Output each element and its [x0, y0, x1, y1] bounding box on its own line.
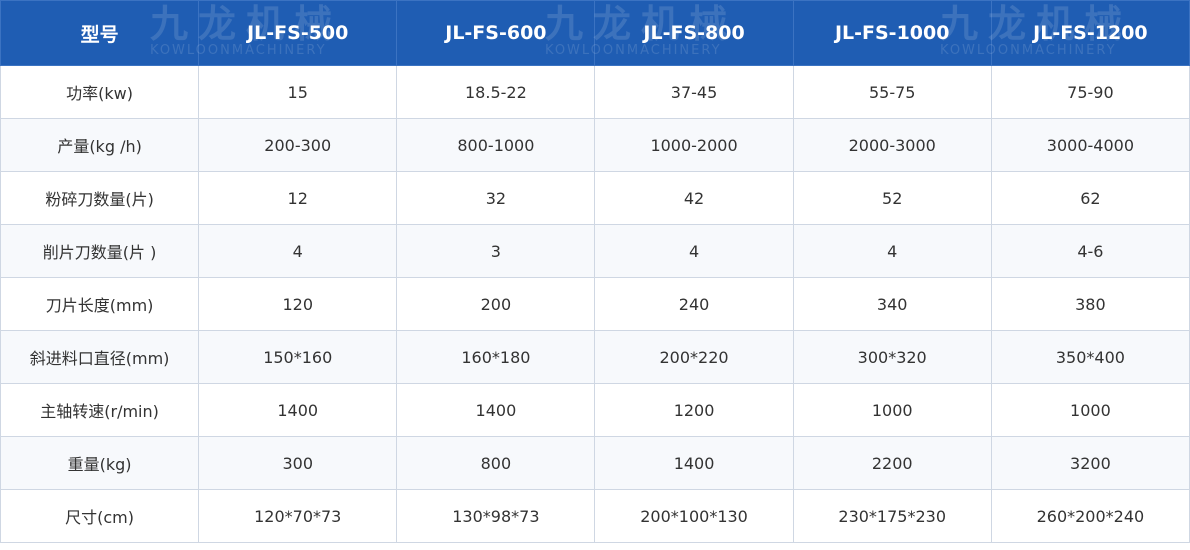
table-row: 斜进料口直径(mm) 150*160 160*180 200*220 300*320 35…	[0, 330, 1190, 384]
cell: 1000	[792, 383, 992, 437]
table-row: 重量(kg) 300 800 1400 2200 3200	[0, 436, 1190, 490]
table-row: 尺寸(cm) 120*70*73 130*98*73 200*100*130 230*1…	[0, 489, 1190, 543]
cell: 200	[396, 277, 596, 331]
cell: 75-90	[990, 65, 1190, 119]
cell: 4-6	[990, 224, 1190, 278]
cell: 240	[594, 277, 794, 331]
cell: 120	[198, 277, 398, 331]
cell: 37-45	[594, 65, 794, 119]
table-row: 刀片长度(mm) 120 200 240 340 380	[0, 277, 1190, 331]
cell: 380	[990, 277, 1190, 331]
cell: 1400	[396, 383, 596, 437]
cell: 52	[792, 171, 992, 225]
cell: 160*180	[396, 330, 596, 384]
cell: 300*320	[792, 330, 992, 384]
cell: 2000-3000	[792, 118, 992, 172]
cell: 350*400	[990, 330, 1190, 384]
cell: 32	[396, 171, 596, 225]
cell: 4	[594, 224, 794, 278]
header-cell: 型号	[0, 0, 200, 66]
header-cell: JL-FS-600	[396, 0, 596, 66]
row-label: 削片刀数量(片 )	[0, 224, 200, 278]
cell: 4	[792, 224, 992, 278]
cell: 1400	[594, 436, 794, 490]
table-body: 功率(kw) 15 18.5-22 37-45 55-75 75-90 产量(kg /h) 2…	[0, 65, 1190, 543]
cell: 2200	[792, 436, 992, 490]
cell: 4	[198, 224, 398, 278]
row-label: 功率(kw)	[0, 65, 200, 119]
table-row: 产量(kg /h) 200-300 800-1000 1000-2000 2000-30…	[0, 118, 1190, 172]
cell: 260*200*240	[990, 489, 1190, 543]
cell: 800-1000	[396, 118, 596, 172]
cell: 1400	[198, 383, 398, 437]
row-label: 产量(kg /h)	[0, 118, 200, 172]
cell: 200*220	[594, 330, 794, 384]
cell: 150*160	[198, 330, 398, 384]
cell: 42	[594, 171, 794, 225]
cell: 1000-2000	[594, 118, 794, 172]
cell: 55-75	[792, 65, 992, 119]
cell: 300	[198, 436, 398, 490]
cell: 120*70*73	[198, 489, 398, 543]
row-label: 刀片长度(mm)	[0, 277, 200, 331]
table-row: 粉碎刀数量(片) 12 32 42 52 62	[0, 171, 1190, 225]
header-cell: JL-FS-800	[594, 0, 794, 66]
cell: 1200	[594, 383, 794, 437]
cell: 12	[198, 171, 398, 225]
cell: 130*98*73	[396, 489, 596, 543]
cell: 230*175*230	[792, 489, 992, 543]
header-cell: JL-FS-1200	[990, 0, 1190, 66]
cell: 200-300	[198, 118, 398, 172]
cell: 3200	[990, 436, 1190, 490]
header-cell: JL-FS-1000	[792, 0, 992, 66]
cell: 3	[396, 224, 596, 278]
header-row: 型号 JL-FS-500 JL-FS-600 JL-FS-800 JL-FS-1000 J…	[0, 0, 1190, 66]
cell: 18.5-22	[396, 65, 596, 119]
cell: 15	[198, 65, 398, 119]
table-row: 功率(kw) 15 18.5-22 37-45 55-75 75-90	[0, 65, 1190, 119]
cell: 800	[396, 436, 596, 490]
table-row: 削片刀数量(片 ) 4 3 4 4 4-6	[0, 224, 1190, 278]
cell: 200*100*130	[594, 489, 794, 543]
cell: 1000	[990, 383, 1190, 437]
cell: 3000-4000	[990, 118, 1190, 172]
row-label: 重量(kg)	[0, 436, 200, 490]
row-label: 主轴转速(r/min)	[0, 383, 200, 437]
header-cell: JL-FS-500	[198, 0, 398, 66]
row-label: 尺寸(cm)	[0, 489, 200, 543]
cell: 62	[990, 171, 1190, 225]
table-row: 主轴转速(r/min) 1400 1400 1200 1000 1000	[0, 383, 1190, 437]
row-label: 斜进料口直径(mm)	[0, 330, 200, 384]
cell: 340	[792, 277, 992, 331]
row-label: 粉碎刀数量(片)	[0, 171, 200, 225]
